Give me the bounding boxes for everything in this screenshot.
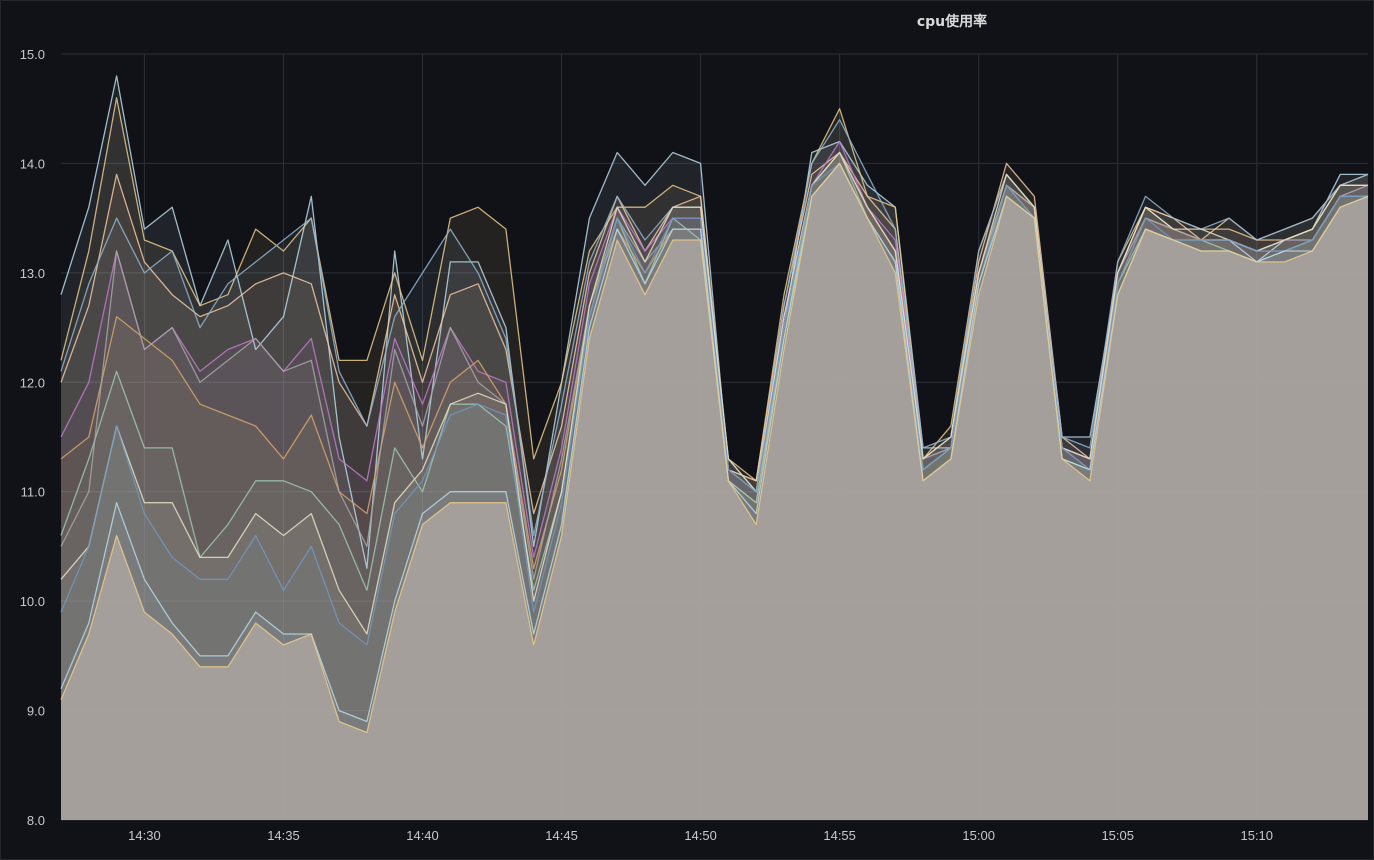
series-area — [61, 152, 1368, 820]
y-tick-label: 15.0 — [20, 47, 45, 62]
y-tick-label: 12.0 — [20, 375, 45, 390]
series-area — [61, 163, 1368, 820]
series-line[interactable] — [60, 162, 1368, 646]
y-tick-label: 13.0 — [20, 266, 45, 281]
x-tick-label: 14:30 — [128, 828, 161, 843]
y-axis: 8.0 9.0 10.0 11.0 12.0 13.0 14.0 15.0 — [20, 47, 45, 828]
y-tick-label: 9.0 — [27, 704, 45, 719]
series-area — [61, 152, 1368, 820]
series-fills — [61, 75, 1368, 821]
x-tick-label: 15:10 — [1240, 828, 1273, 843]
series-area — [61, 152, 1368, 820]
x-tick-label: 14:35 — [267, 828, 300, 843]
x-tick-label: 14:45 — [545, 828, 578, 843]
x-tick-label: 15:05 — [1101, 828, 1134, 843]
y-tick-label: 8.0 — [27, 813, 45, 828]
series-area — [61, 152, 1368, 820]
base-area — [61, 163, 1368, 820]
x-axis: 14:30 14:35 14:40 14:45 14:50 14:55 15:00 15:05… — [128, 828, 1273, 843]
series-line[interactable] — [60, 162, 1369, 734]
x-tick-label: 14:55 — [823, 828, 856, 843]
y-tick-label: 14.0 — [20, 156, 45, 171]
series-line[interactable] — [60, 151, 1368, 635]
series-area — [61, 163, 1368, 820]
x-tick-label: 14:50 — [684, 828, 717, 843]
panel-title[interactable]: cpu使用率 — [916, 14, 988, 30]
x-tick-label: 14:40 — [406, 828, 439, 843]
series-area — [61, 163, 1368, 820]
series-lines — [60, 75, 1369, 734]
series-area — [61, 141, 1368, 820]
series-area — [61, 152, 1368, 820]
y-tick-label: 10.0 — [20, 594, 45, 609]
x-tick-label: 15:00 — [962, 828, 995, 843]
y-tick-label: 11.0 — [21, 485, 45, 500]
